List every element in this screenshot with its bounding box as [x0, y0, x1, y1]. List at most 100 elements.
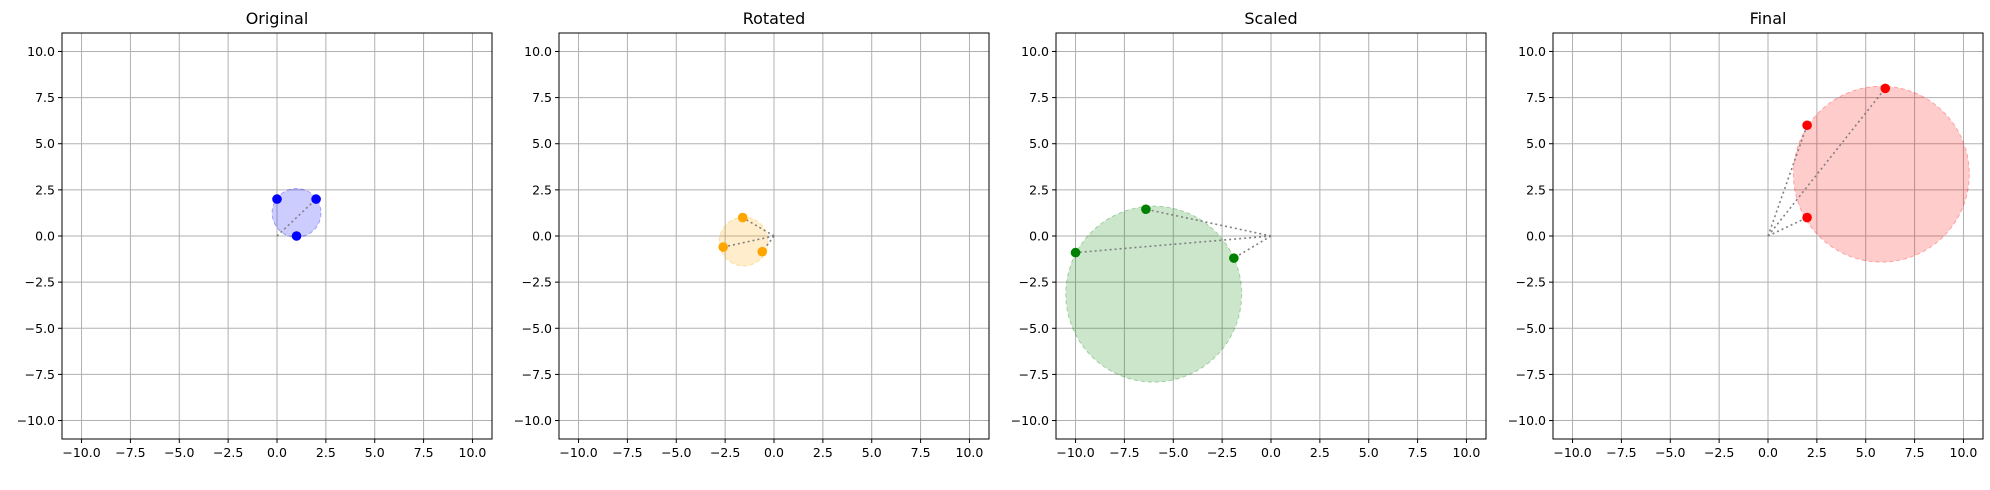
- x-tick-label: 0.0: [267, 445, 287, 460]
- origin-link-line: [1767, 216, 1808, 237]
- x-tick-label: −5.0: [164, 445, 194, 460]
- chart-panel-scaled: Scaled −10.0 −7.5 −5.0 −2.5 0.0 2.5 5.0 7.5 10.0 −…: [1011, 9, 1487, 460]
- x-tick-label: −5.0: [1655, 445, 1685, 460]
- x-tick-label: −5.0: [661, 445, 691, 460]
- x-tick-label: 5.0: [365, 445, 385, 460]
- y-tick-label: 2.5: [35, 182, 55, 197]
- x-tick-label: 10.0: [1453, 445, 1481, 460]
- y-tick-label: 5.0: [532, 136, 552, 151]
- x-tick-label: −2.5: [213, 445, 243, 460]
- y-tick-label: −10.0: [514, 413, 552, 428]
- x-tick-label: 10.0: [1950, 445, 1978, 460]
- data-point: [291, 231, 302, 241]
- x-tick-label: 7.5: [414, 445, 434, 460]
- y-tick-label: 5.0: [35, 136, 55, 151]
- y-tick-label: 7.5: [35, 90, 55, 105]
- y-tick-label: −5.0: [522, 321, 552, 336]
- x-tick-label: 10.0: [459, 445, 487, 460]
- x-tick-label: −7.5: [612, 445, 642, 460]
- y-tick-label: −7.5: [1019, 367, 1049, 382]
- y-tick-label: −2.5: [1019, 275, 1049, 290]
- data-point: [1880, 83, 1891, 94]
- y-tick-label: 10.0: [1021, 44, 1049, 59]
- y-tick-label: −7.5: [522, 367, 552, 382]
- chart-title: Original: [246, 9, 309, 28]
- transformed-circle: [718, 216, 769, 267]
- data-point: [757, 246, 768, 257]
- origin-link-line: [742, 216, 775, 237]
- y-tick-label: −5.0: [1019, 321, 1049, 336]
- data-point: [1141, 204, 1151, 215]
- x-tick-label: 2.5: [1807, 445, 1827, 460]
- x-tick-label: 7.5: [1905, 445, 1925, 460]
- y-tick-label: −7.5: [25, 367, 55, 382]
- y-tick-label: 10.0: [524, 44, 552, 59]
- origin-link-line: [276, 198, 317, 237]
- chart-panel-original: Original −10.0 −7.5 −5.0 −2.5 0.0 2.5 5.0 7.5 10.…: [17, 9, 493, 460]
- x-tick-label: −10.0: [62, 445, 100, 460]
- origin-link-line: [1233, 235, 1272, 259]
- data-point: [311, 194, 321, 204]
- data-point: [272, 194, 282, 204]
- y-tick-label: 7.5: [532, 90, 552, 105]
- x-tick-label: 5.0: [862, 445, 882, 460]
- y-tick-label: 10.0: [27, 44, 55, 59]
- transformed-circle: [1792, 85, 1970, 263]
- x-tick-label: −10.0: [1553, 445, 1591, 460]
- chart-panel-final: Final −10.0 −7.5 −5.0 −2.5 0.0 2.5 5.0 7.5 10.0 −1…: [1508, 9, 1984, 460]
- x-tick-label: 0.0: [1261, 445, 1281, 460]
- data-point: [718, 242, 728, 252]
- y-tick-label: 0.0: [1526, 229, 1546, 244]
- y-tick-label: 2.5: [1526, 182, 1546, 197]
- y-tick-label: 2.5: [1029, 182, 1049, 197]
- x-tick-label: −10.0: [1056, 445, 1094, 460]
- x-tick-label: 7.5: [911, 445, 931, 460]
- x-tick-label: −2.5: [1207, 445, 1237, 460]
- x-tick-label: 2.5: [813, 445, 833, 460]
- data-point: [737, 212, 748, 223]
- y-tick-label: 5.0: [1029, 136, 1049, 151]
- y-tick-label: 7.5: [1029, 90, 1049, 105]
- origin-link-line: [1767, 87, 1886, 237]
- data-point: [1229, 253, 1239, 263]
- x-tick-label: 0.0: [1758, 445, 1778, 460]
- y-tick-label: 7.5: [1526, 90, 1546, 105]
- y-tick-label: −2.5: [25, 275, 55, 290]
- y-tick-label: 10.0: [1518, 44, 1546, 59]
- y-tick-label: −2.5: [1516, 275, 1546, 290]
- y-tick-label: 2.5: [532, 182, 552, 197]
- y-tick-label: 0.0: [532, 229, 552, 244]
- x-tick-label: 2.5: [316, 445, 336, 460]
- chart-panel-rotated: Rotated −10.0 −7.5 −5.0 −2.5 0.0 2.5 5.0 7.5 10.0…: [514, 9, 990, 460]
- y-tick-label: −10.0: [1508, 413, 1546, 428]
- y-tick-label: 0.0: [35, 229, 55, 244]
- y-tick-label: −10.0: [17, 413, 55, 428]
- data-point: [1070, 247, 1081, 258]
- y-tick-label: 0.0: [1029, 229, 1049, 244]
- x-tick-label: 0.0: [764, 445, 784, 460]
- y-tick-label: −2.5: [522, 275, 552, 290]
- y-tick-label: −10.0: [1011, 413, 1049, 428]
- origin-link-line: [1145, 208, 1272, 237]
- x-tick-label: −7.5: [1606, 445, 1636, 460]
- x-tick-label: 5.0: [1856, 445, 1876, 460]
- x-tick-label: −10.0: [559, 445, 597, 460]
- origin-link-line: [723, 235, 775, 248]
- y-tick-label: −5.0: [25, 321, 55, 336]
- x-tick-label: 10.0: [956, 445, 984, 460]
- x-tick-label: 5.0: [1359, 445, 1379, 460]
- chart-title: Rotated: [743, 9, 806, 28]
- x-tick-label: 2.5: [1310, 445, 1330, 460]
- transformed-circle: [1065, 205, 1243, 383]
- y-tick-label: 5.0: [1526, 136, 1546, 151]
- data-point: [1802, 212, 1812, 223]
- x-tick-label: −7.5: [1109, 445, 1139, 460]
- y-tick-label: −5.0: [1516, 321, 1546, 336]
- x-tick-label: −2.5: [710, 445, 740, 460]
- x-tick-label: −2.5: [1704, 445, 1734, 460]
- x-tick-label: 7.5: [1408, 445, 1428, 460]
- x-tick-label: −5.0: [1158, 445, 1188, 460]
- data-point: [1802, 120, 1812, 131]
- x-tick-label: −7.5: [115, 445, 145, 460]
